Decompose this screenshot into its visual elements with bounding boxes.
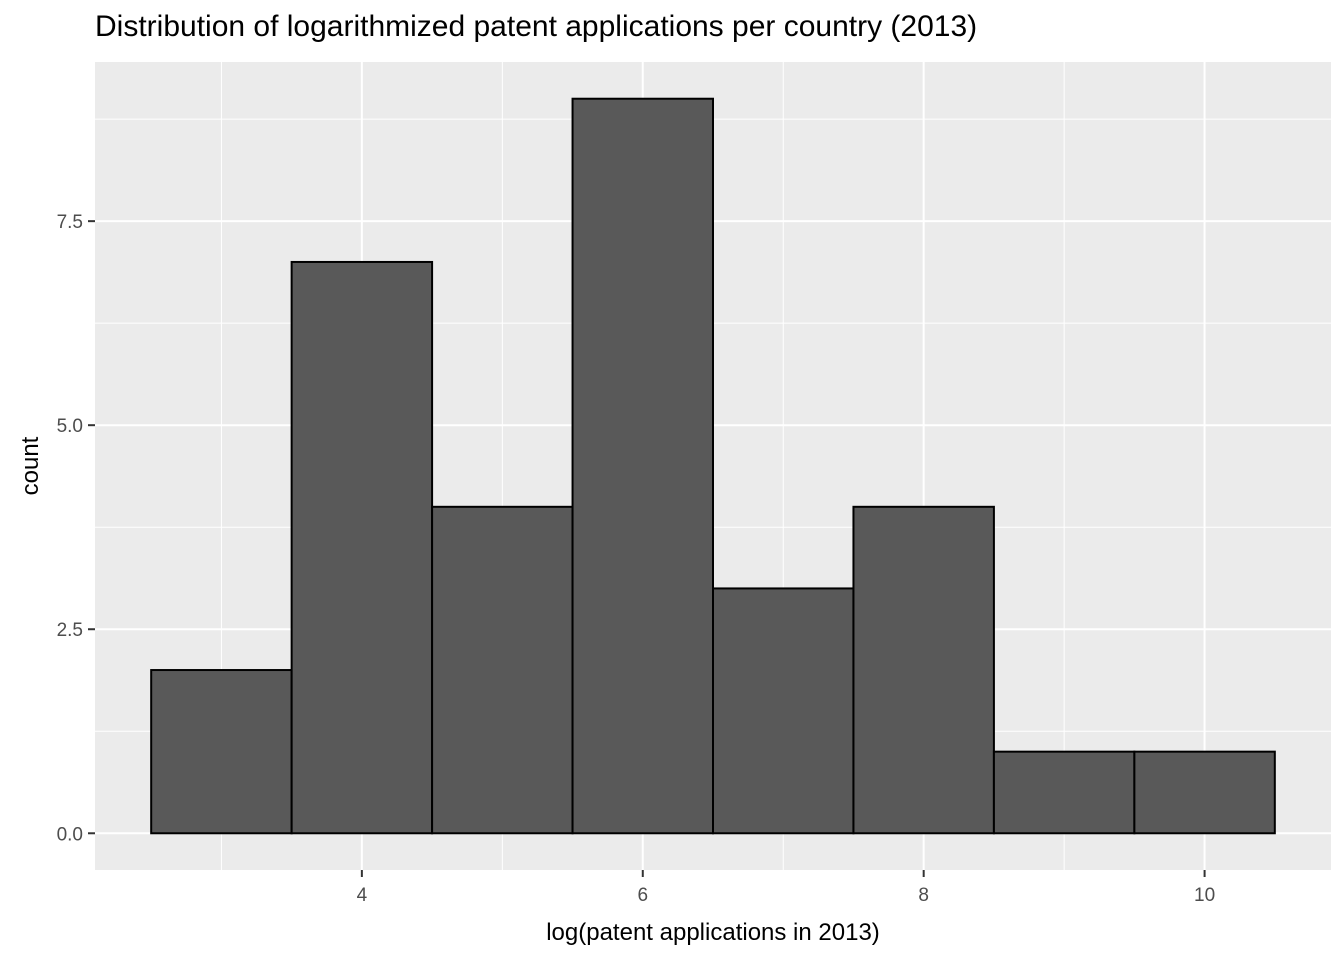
- histogram-bar-6: [852, 505, 995, 835]
- y-tick-label: 2.5: [57, 620, 83, 641]
- x-tick-label: 4: [357, 885, 368, 906]
- y-axis-title: count: [17, 436, 44, 495]
- chart-title: Distribution of logarithmized patent app…: [95, 10, 978, 43]
- histogram-bar-8: [1133, 750, 1276, 835]
- x-axis-title: log(patent applications in 2013): [546, 919, 880, 946]
- histogram-bar-7: [992, 750, 1136, 835]
- x-tick-label: 10: [1194, 885, 1215, 906]
- y-tick-label: 7.5: [57, 212, 83, 233]
- x-axis: 4 6 8 10: [357, 870, 1215, 906]
- histogram-bar-1: [150, 669, 293, 835]
- x-tick-label: 8: [918, 885, 929, 906]
- histogram-bar-5: [712, 587, 855, 835]
- y-tick-label: 5.0: [57, 416, 83, 437]
- y-axis: 0.0 2.5 5.0 7.5: [57, 212, 95, 845]
- histogram-bar-3: [431, 505, 574, 835]
- y-tick-label: 0.0: [57, 824, 83, 845]
- x-tick-label: 6: [637, 885, 648, 906]
- histogram-bar-4: [571, 97, 715, 835]
- histogram-bar-2: [290, 260, 434, 835]
- histogram-bars: [150, 97, 1276, 835]
